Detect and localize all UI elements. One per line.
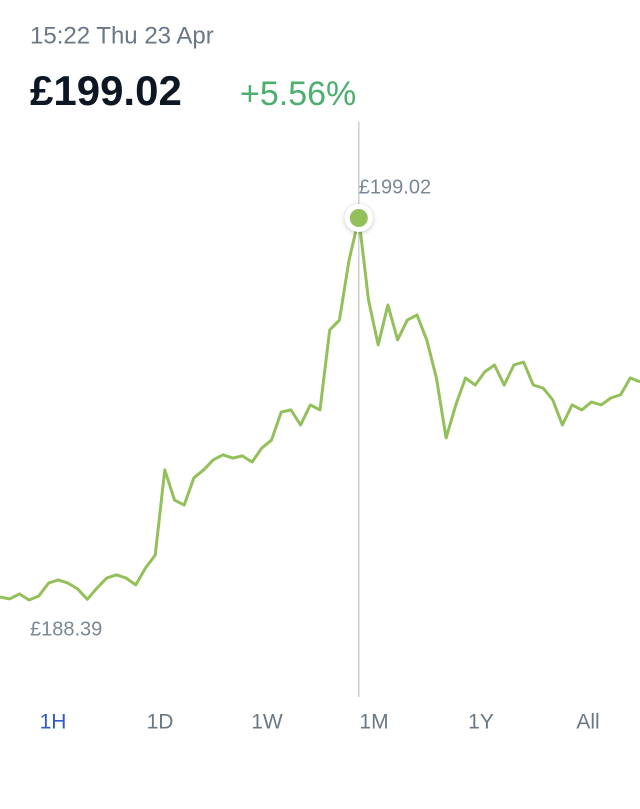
range-tab[interactable]: 1Y [468, 711, 494, 734]
max-label: £199.02 [359, 176, 431, 198]
chart: £199.02 £188.39 [0, 122, 640, 697]
range-tab[interactable]: All [576, 711, 599, 734]
range-tab[interactable]: 1H [40, 711, 67, 734]
range-tab[interactable]: 1M [359, 711, 388, 734]
selected-point-dot [349, 209, 368, 227]
price: £199.02 [30, 67, 182, 114]
range-tabs: 1H 1D 1W 1M 1Y All [40, 711, 600, 734]
change: +5.56% [240, 75, 356, 113]
price-line [0, 216, 640, 602]
range-tab[interactable]: 1D [147, 711, 174, 734]
range-tab[interactable]: 1W [251, 711, 283, 734]
timestamp: 15:22 Thu 23 Apr [30, 22, 214, 49]
min-label: £188.39 [30, 618, 102, 640]
